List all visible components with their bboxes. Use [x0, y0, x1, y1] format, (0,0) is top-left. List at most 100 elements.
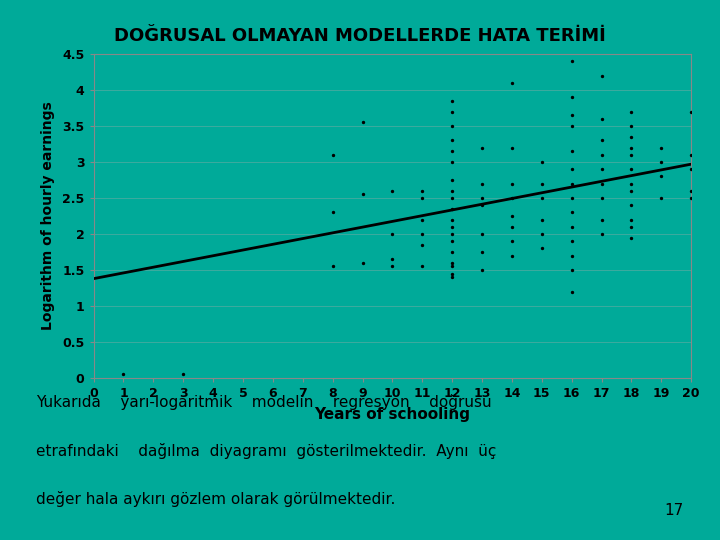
Point: [536, 194, 547, 202]
Point: [626, 132, 637, 141]
Point: [566, 111, 577, 119]
Point: [626, 201, 637, 210]
Point: [536, 215, 547, 224]
Text: etrafındaki    dağılma  diyagramı  gösterilmektedir.  Aynı  üç: etrafındaki dağılma diyagramı gösterilme…: [36, 443, 496, 459]
Point: [177, 370, 189, 379]
Point: [566, 251, 577, 260]
Point: [327, 262, 338, 271]
Point: [566, 194, 577, 202]
Point: [536, 244, 547, 253]
Point: [626, 179, 637, 188]
Point: [506, 194, 518, 202]
Point: [655, 194, 667, 202]
Point: [477, 201, 488, 210]
Point: [446, 262, 458, 271]
Point: [477, 194, 488, 202]
Point: [655, 158, 667, 166]
Point: [416, 186, 428, 195]
Point: [446, 176, 458, 184]
Point: [506, 212, 518, 220]
Point: [446, 186, 458, 195]
Point: [327, 208, 338, 217]
Point: [477, 179, 488, 188]
Point: [416, 230, 428, 238]
Point: [446, 122, 458, 130]
Point: [595, 71, 607, 80]
Point: [655, 143, 667, 152]
Point: [566, 147, 577, 156]
Point: [626, 165, 637, 173]
Point: [595, 136, 607, 145]
Point: [446, 194, 458, 202]
Point: [416, 194, 428, 202]
Point: [566, 208, 577, 217]
Point: [655, 172, 667, 181]
Point: [477, 143, 488, 152]
Point: [446, 215, 458, 224]
Text: değer hala aykırı gözlem olarak görülmektedir.: değer hala aykırı gözlem olarak görülmek…: [36, 491, 395, 508]
Point: [416, 262, 428, 271]
Point: [536, 158, 547, 166]
Point: [626, 186, 637, 195]
Text: 17: 17: [665, 503, 684, 518]
Point: [506, 251, 518, 260]
Point: [626, 222, 637, 231]
Point: [506, 179, 518, 188]
Point: [566, 122, 577, 130]
Point: [595, 179, 607, 188]
Point: [626, 215, 637, 224]
Point: [446, 205, 458, 213]
Point: [356, 259, 368, 267]
Point: [595, 151, 607, 159]
Point: [595, 230, 607, 238]
Point: [446, 269, 458, 278]
Point: [118, 370, 130, 379]
Point: [506, 78, 518, 87]
Point: [595, 215, 607, 224]
Point: [327, 151, 338, 159]
Point: [685, 107, 697, 116]
Point: [446, 147, 458, 156]
Point: [387, 230, 398, 238]
Point: [685, 151, 697, 159]
Point: [446, 97, 458, 105]
Point: [626, 151, 637, 159]
Y-axis label: Logarithm of hourly earnings: Logarithm of hourly earnings: [41, 102, 55, 330]
Point: [595, 165, 607, 173]
Point: [446, 136, 458, 145]
Point: [387, 255, 398, 264]
Point: [416, 215, 428, 224]
Point: [626, 143, 637, 152]
Point: [477, 266, 488, 274]
Point: [566, 287, 577, 296]
Point: [356, 190, 368, 199]
Point: [595, 114, 607, 123]
Point: [477, 248, 488, 256]
Point: [506, 222, 518, 231]
Point: [685, 165, 697, 173]
Point: [566, 237, 577, 246]
Point: [506, 143, 518, 152]
Point: [595, 194, 607, 202]
Point: [387, 186, 398, 195]
Point: [477, 230, 488, 238]
Point: [626, 233, 637, 242]
Point: [566, 165, 577, 173]
Point: [446, 158, 458, 166]
Point: [566, 179, 577, 188]
Text: Yukarıda    yarı-logaritmik    modelin    regresyon    doğrusu: Yukarıda yarı-logaritmik modelin regresy…: [36, 394, 492, 410]
Point: [387, 262, 398, 271]
Point: [536, 230, 547, 238]
Point: [626, 122, 637, 130]
Point: [566, 93, 577, 102]
Point: [446, 259, 458, 267]
Point: [626, 107, 637, 116]
Point: [536, 179, 547, 188]
Point: [685, 194, 697, 202]
Point: [446, 248, 458, 256]
Point: [446, 230, 458, 238]
Point: [566, 222, 577, 231]
Point: [566, 266, 577, 274]
Point: [446, 107, 458, 116]
Point: [446, 273, 458, 281]
